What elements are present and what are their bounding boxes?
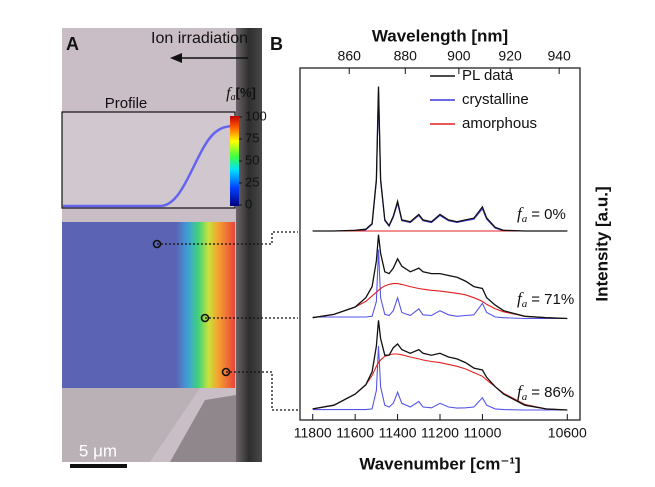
x2-tick-label: 940 xyxy=(547,48,571,64)
x-tick-label: 11800 xyxy=(294,425,332,441)
colorbar xyxy=(230,116,239,206)
annotation-symbol: f xyxy=(517,289,524,308)
dark-stripe xyxy=(236,28,262,462)
spectrum-line xyxy=(312,320,568,411)
profile-label: Profile xyxy=(105,95,148,112)
x2-axis-title: Wavelength [nm] xyxy=(372,26,508,45)
annotation-text: = 86% xyxy=(531,384,574,401)
point-marker xyxy=(221,367,231,377)
spectrum-line xyxy=(312,249,568,320)
legend-label: PL data xyxy=(462,67,514,84)
markers xyxy=(152,239,231,377)
annotation-text: = 0% xyxy=(531,206,566,223)
connector xyxy=(157,231,298,245)
annotation-symbol: f xyxy=(517,204,524,223)
x-tick-label: 11000 xyxy=(463,425,501,441)
colorbar-sub: a xyxy=(231,92,236,103)
arrow-head xyxy=(170,53,182,63)
x-tick-label: 11600 xyxy=(336,425,374,441)
profile-curve xyxy=(63,124,235,208)
spectrum-line xyxy=(312,90,568,232)
x2-tick-label: 920 xyxy=(498,48,522,64)
legend-label: crystalline xyxy=(462,91,529,108)
colorbar-title: fa[%] xyxy=(226,85,256,104)
x-tick-label: 11400 xyxy=(379,425,417,441)
colorbar-tick-label: 0 xyxy=(245,196,252,211)
point-marker xyxy=(152,239,162,249)
annotation-sub: a xyxy=(522,213,528,225)
colorbar-unit: [%] xyxy=(236,85,256,100)
connectors xyxy=(157,231,298,411)
annotation: fa = 86% xyxy=(517,382,574,403)
annotation-text: = 71% xyxy=(531,291,574,308)
micrograph-shade xyxy=(170,395,236,462)
spectrum-line xyxy=(312,345,568,411)
x-tick-label: 10600 xyxy=(548,425,587,441)
x2-tick-label: 880 xyxy=(394,48,418,64)
colorbar-tick-label: 75 xyxy=(245,130,259,145)
x-tick-label: 11200 xyxy=(421,425,459,441)
colorbar-symbol: f xyxy=(226,85,233,102)
panel-label: B xyxy=(270,34,283,54)
colorbar-tick-label: 50 xyxy=(245,152,259,167)
legend-label: amorphous xyxy=(462,115,537,132)
connector xyxy=(226,371,298,411)
spectrum-line xyxy=(312,86,568,232)
fa-map-gradient xyxy=(176,222,235,388)
plot: 11800 11600 11400 11200 11000 10600 860 880 900 9… xyxy=(294,48,587,441)
annotation-sub: a xyxy=(522,298,528,310)
annotation: fa = 0% xyxy=(517,204,566,225)
spectrum-line xyxy=(312,283,568,320)
spectrum-line xyxy=(312,234,568,320)
arrow-text: Ion irradiation xyxy=(151,30,248,47)
micrograph-shade xyxy=(62,388,200,462)
colorbar-tick-label: 100 xyxy=(245,108,267,123)
x-axis-title: Wavenumber [cm⁻¹] xyxy=(359,454,520,473)
colorbar-tick-label: 25 xyxy=(245,174,259,189)
plot-frame xyxy=(299,67,581,421)
y-axis-title: Intensity [a.u.] xyxy=(592,186,611,301)
spectrum-line xyxy=(312,353,568,411)
x2-tick-label: 860 xyxy=(338,48,362,64)
annotation: fa = 71% xyxy=(517,289,574,310)
annotation-sub: a xyxy=(522,391,528,403)
point-marker xyxy=(200,313,210,323)
x2-tick-label: 900 xyxy=(447,48,471,64)
profile-box xyxy=(61,111,236,209)
scale-label: 5 μm xyxy=(79,441,117,460)
panel-label: A xyxy=(66,34,79,54)
annotation-symbol: f xyxy=(517,382,524,401)
